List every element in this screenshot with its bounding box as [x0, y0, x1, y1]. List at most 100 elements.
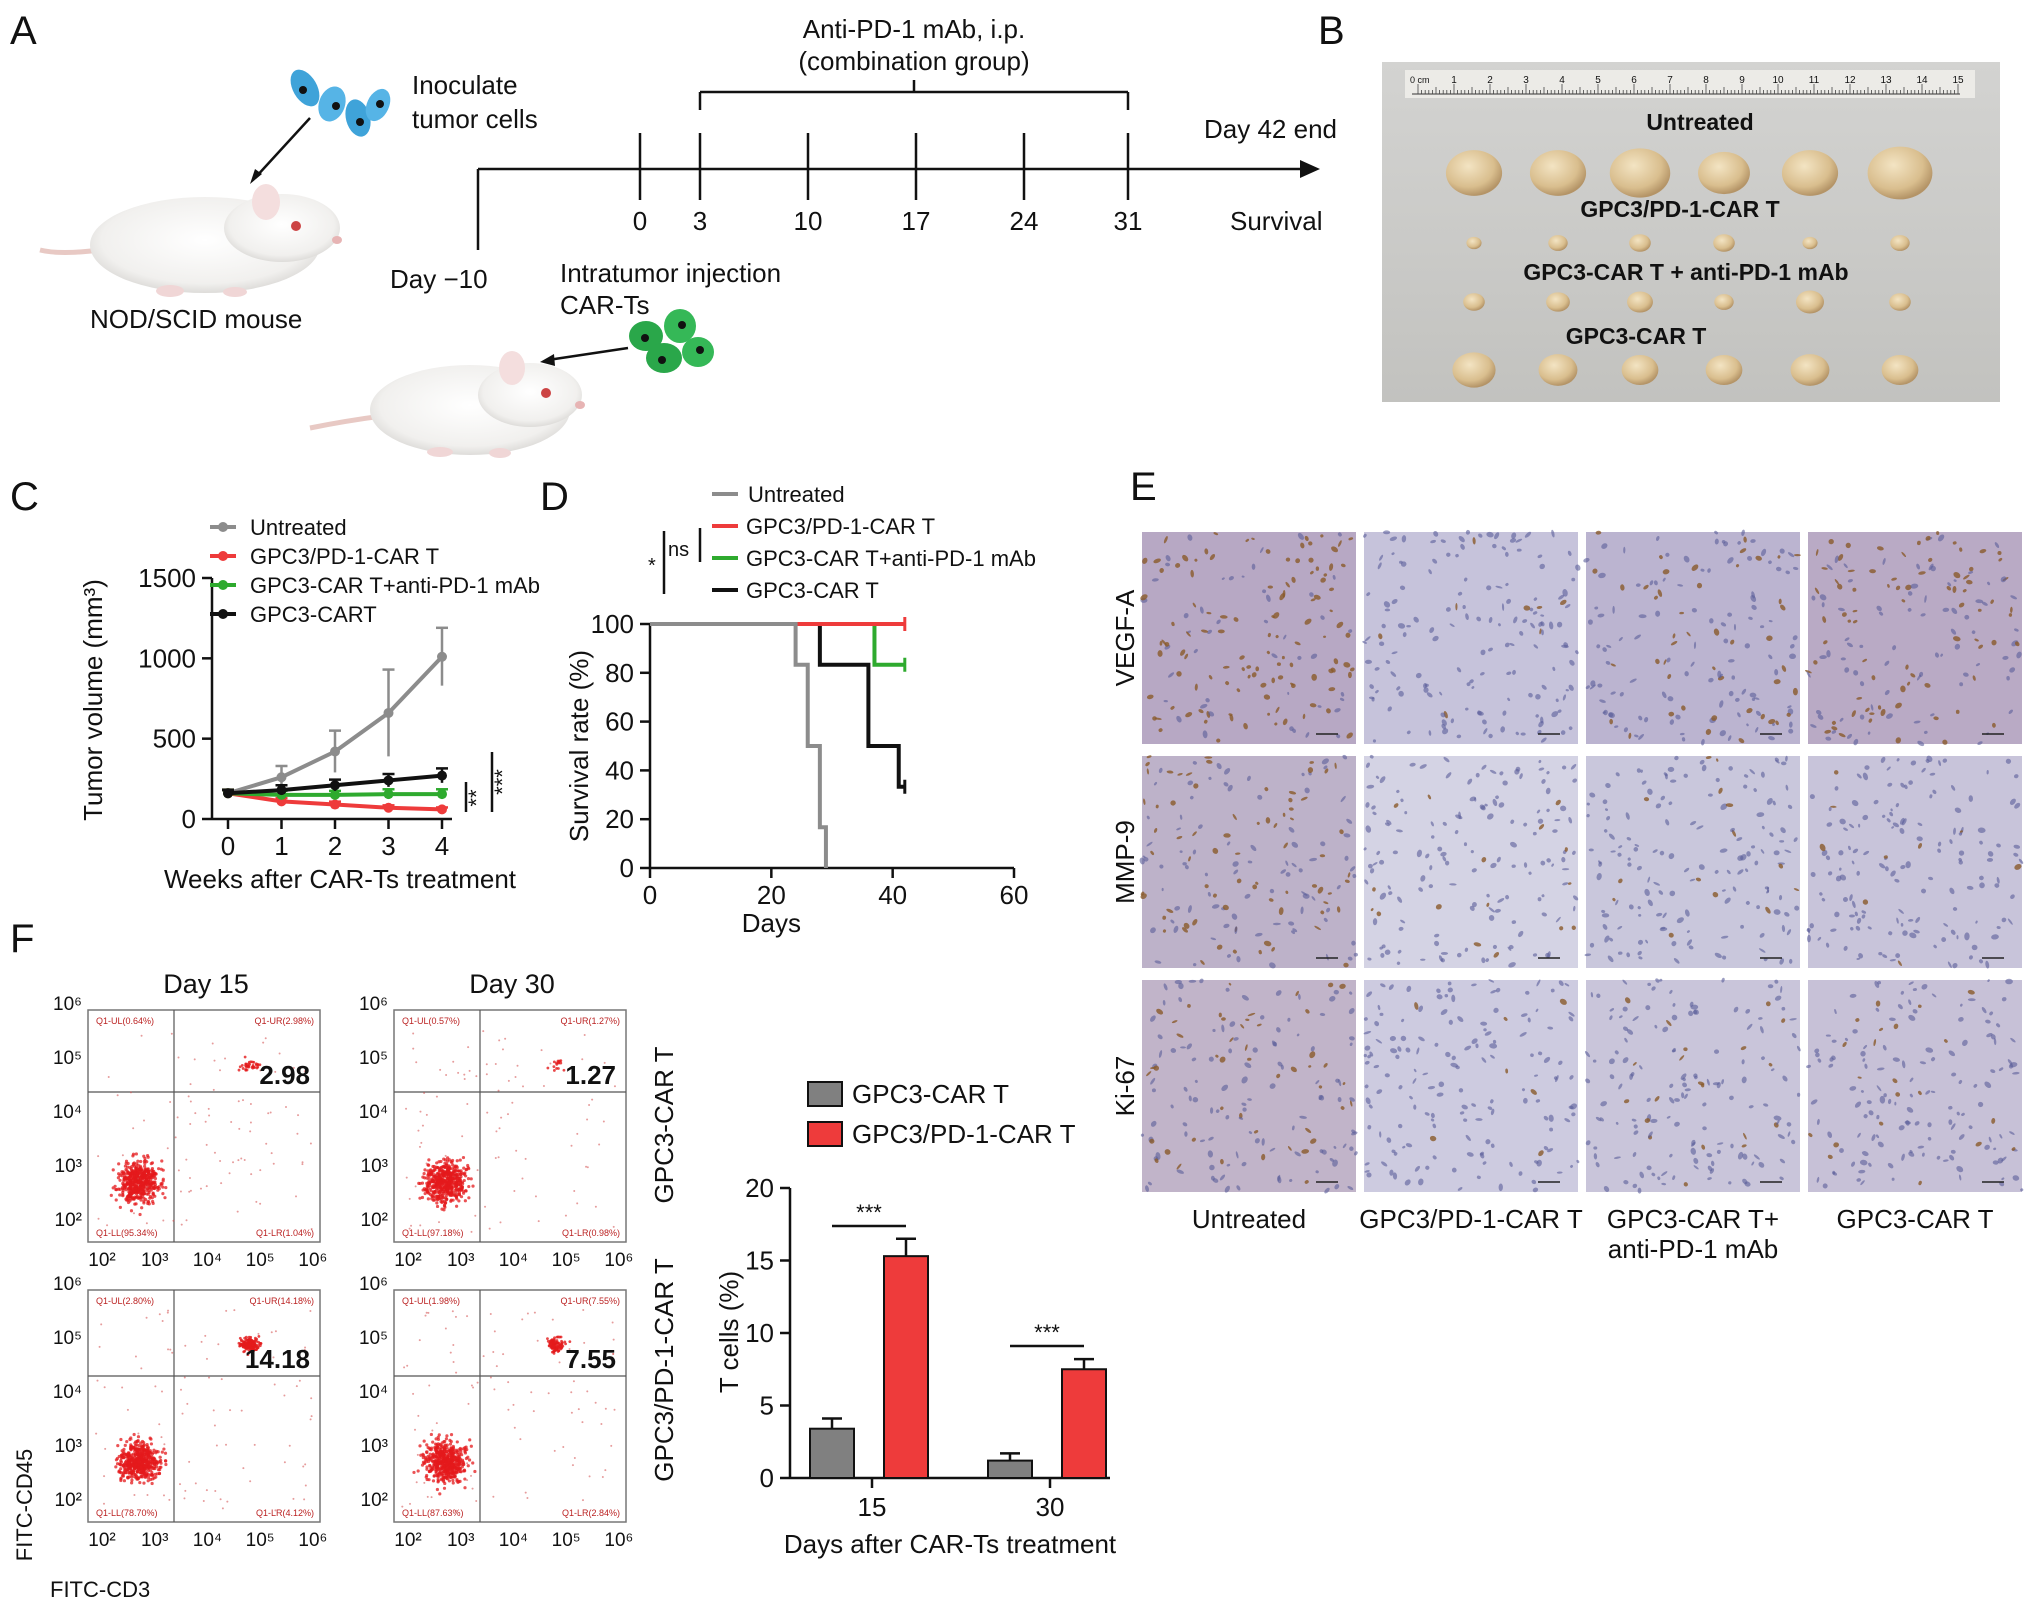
ihc-cell	[1178, 982, 1184, 990]
flow-event	[142, 1196, 146, 1200]
flow-event	[432, 1474, 437, 1478]
ihc-cell	[1746, 851, 1751, 857]
ihc-cell	[1779, 548, 1785, 554]
ihc-cell	[1619, 692, 1624, 697]
flow-event	[230, 1120, 233, 1123]
ihc-cell	[1730, 639, 1735, 645]
flow-event	[152, 1462, 157, 1467]
ihc-cell	[1255, 666, 1260, 672]
ihc-cell	[1301, 772, 1305, 777]
flow-y-tick-label: 10⁶	[53, 1274, 82, 1295]
ihc-cell	[1840, 657, 1846, 661]
ihc-cell	[1626, 952, 1631, 958]
ihc-cell	[1967, 989, 1975, 995]
ihc-cell	[1194, 558, 1198, 562]
ihc-cell	[1310, 1046, 1315, 1052]
ihc-cell	[1606, 815, 1611, 821]
ihc-cell	[1917, 822, 1923, 826]
ihc-cell	[1493, 1007, 1499, 1014]
ihc-cell	[1661, 691, 1667, 699]
ihc-cell	[1221, 577, 1225, 580]
ihc-cell	[1569, 659, 1575, 666]
ihc-cell	[1426, 692, 1433, 698]
ihc-cell	[1560, 730, 1566, 735]
tumor-sample	[1609, 148, 1671, 198]
ihc-cell	[1928, 557, 1933, 562]
ihc-cell	[1510, 841, 1517, 848]
flow-event	[405, 1176, 408, 1179]
ihc-cell	[1244, 1062, 1252, 1068]
ihc-cell	[1887, 1162, 1894, 1169]
ihc-cell	[1821, 602, 1825, 608]
ihc-cell	[1288, 790, 1297, 795]
ihc-cell	[1886, 818, 1891, 823]
ihc-cell	[1817, 714, 1824, 720]
ihc-cell	[1741, 529, 1745, 537]
tumor-sample	[1881, 355, 1919, 385]
ihc-cell	[1666, 1019, 1672, 1027]
ihc-cell	[1157, 1034, 1163, 1040]
ihc-cell	[1593, 1153, 1598, 1160]
ihc-cell	[1612, 605, 1615, 614]
ihc-cell	[1899, 827, 1905, 834]
ihc-cell	[1787, 1131, 1791, 1137]
ihc-cell	[1546, 808, 1550, 813]
ihc-cell	[1921, 983, 1928, 990]
ihc-cell	[1171, 1020, 1178, 1024]
flow-event	[179, 1388, 182, 1391]
ihc-cell	[1644, 717, 1649, 723]
ihc-cell	[1878, 951, 1883, 956]
flow-event	[149, 1162, 153, 1166]
ihc-cell	[1209, 554, 1216, 561]
flow-event	[257, 1334, 261, 1338]
flow-event	[458, 1466, 462, 1470]
flow-event	[254, 1348, 258, 1352]
ihc-cell	[1210, 937, 1217, 941]
ihc-cell	[1180, 649, 1186, 656]
flow-event	[453, 1467, 457, 1471]
ihc-cell	[1344, 855, 1349, 861]
ihc-cell	[1772, 800, 1776, 806]
flow-y-tick-label: 10⁶	[359, 994, 388, 1015]
ihc-cell	[1773, 1115, 1782, 1121]
ihc-cell	[1848, 845, 1851, 851]
ihc-cell	[1894, 878, 1900, 883]
ihc-cell	[1486, 893, 1490, 898]
ihc-cell	[1187, 534, 1193, 541]
flow-event	[159, 1458, 162, 1461]
ihc-cell	[1520, 732, 1526, 736]
ihc-cell	[1925, 1047, 1934, 1053]
ihc-cell	[1884, 689, 1890, 696]
flow-event	[513, 1190, 516, 1193]
ihc-cell	[1654, 1096, 1660, 1102]
flow-event	[249, 1060, 253, 1064]
ihc-cell	[1557, 709, 1562, 713]
ihc-cell	[1479, 672, 1485, 676]
ihc-cell	[1954, 643, 1961, 650]
flow-event	[171, 1351, 174, 1354]
ihc-cell	[1991, 639, 1997, 646]
flow-event	[453, 1455, 457, 1459]
flow-event	[242, 1467, 245, 1470]
flow-event	[450, 1177, 455, 1181]
ihc-cell	[1987, 851, 1994, 857]
ihc-cell	[1508, 962, 1516, 968]
flow-event	[302, 1465, 305, 1468]
ihc-cell	[1672, 1003, 1676, 1007]
ihc-cell	[1627, 1029, 1634, 1035]
ihc-cell	[1154, 717, 1162, 720]
flow-event	[514, 1075, 517, 1078]
ihc-cell	[1895, 737, 1902, 744]
ihc-cell	[1269, 888, 1275, 894]
flow-event	[612, 1338, 615, 1341]
flow-event	[440, 1165, 444, 1169]
ihc-cell	[1985, 960, 1990, 969]
ihc-cell	[1208, 675, 1213, 680]
flow-event	[208, 1114, 211, 1117]
ihc-cell	[1384, 608, 1391, 612]
ihc-cell	[1641, 780, 1647, 785]
ihc-cell	[1597, 683, 1603, 688]
ihc-cell	[1759, 625, 1765, 629]
ihc-cell	[1834, 786, 1839, 791]
ihc-cell	[1742, 1178, 1748, 1185]
